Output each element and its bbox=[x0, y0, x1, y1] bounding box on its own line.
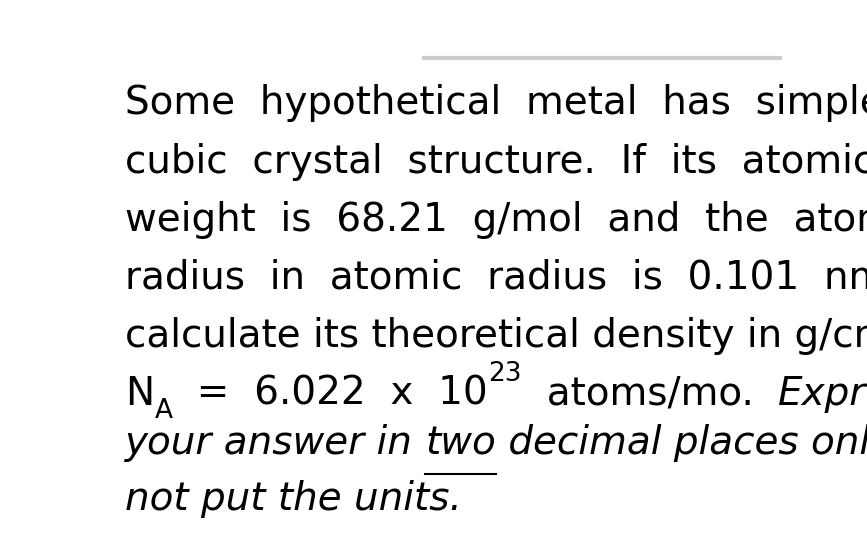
Text: weight  is  68.21  g/mol  and  the  atomic: weight is 68.21 g/mol and the atomic bbox=[125, 201, 867, 239]
Text: calculate its theoretical density in g/cm: calculate its theoretical density in g/c… bbox=[125, 317, 867, 355]
Text: =  6.022  x  10: = 6.022 x 10 bbox=[173, 375, 488, 413]
Text: radius  in  atomic  radius  is  0.101  nm,: radius in atomic radius is 0.101 nm, bbox=[125, 259, 867, 297]
Text: A: A bbox=[154, 398, 173, 424]
Text: two: two bbox=[426, 424, 496, 462]
Text: your answer in: your answer in bbox=[125, 424, 426, 462]
Text: not put the units.: not put the units. bbox=[125, 480, 462, 518]
Text: decimal places only.  Do: decimal places only. Do bbox=[496, 424, 867, 462]
Text: 23: 23 bbox=[488, 361, 522, 387]
Text: Some  hypothetical  metal  has  simple: Some hypothetical metal has simple bbox=[125, 84, 867, 122]
Text: N: N bbox=[125, 375, 154, 413]
Text: atoms/mo.: atoms/mo. bbox=[522, 375, 779, 413]
Text: cubic  crystal  structure.  If  its  atomic: cubic crystal structure. If its atomic bbox=[125, 143, 867, 181]
Text: Express: Express bbox=[779, 375, 867, 413]
